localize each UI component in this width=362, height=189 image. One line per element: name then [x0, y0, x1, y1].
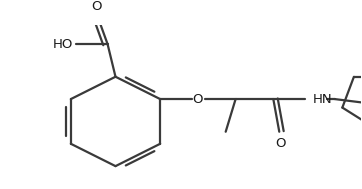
Text: O: O [193, 93, 203, 106]
Text: HO: HO [52, 38, 73, 51]
Text: HN: HN [313, 93, 333, 106]
Text: O: O [91, 0, 102, 13]
Text: O: O [275, 137, 286, 150]
